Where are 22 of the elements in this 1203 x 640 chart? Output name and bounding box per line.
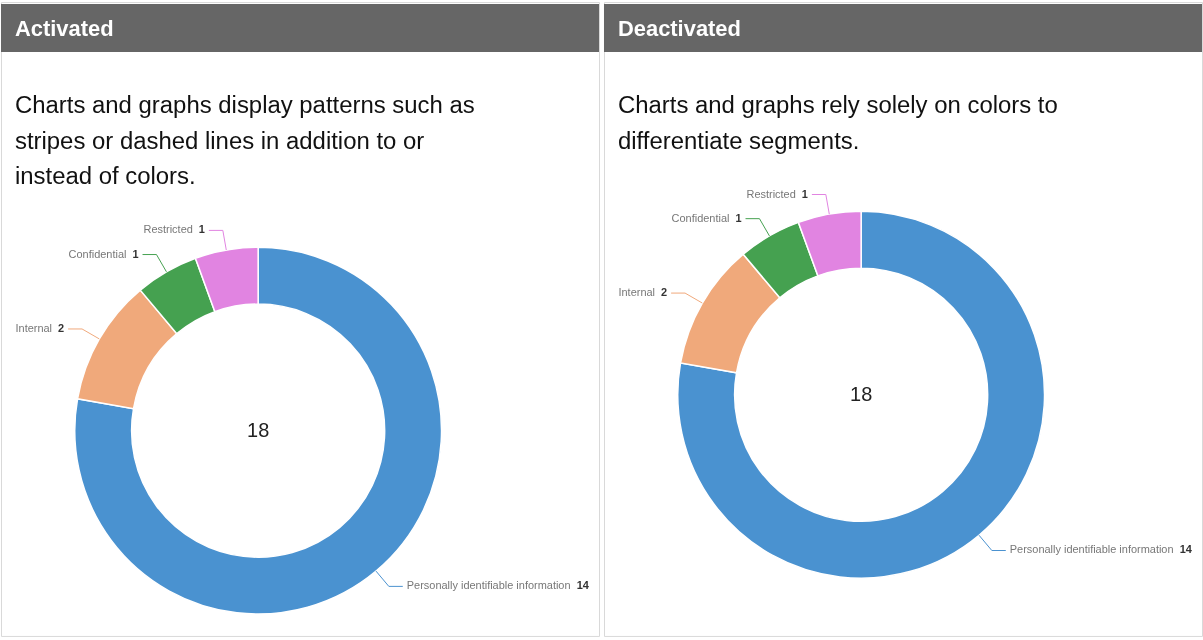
slice-label: Confidential <box>68 247 127 260</box>
data-label: 1 <box>735 211 742 224</box>
slice-label: Confidential <box>671 211 730 224</box>
data-label: 1 <box>801 187 808 200</box>
data-label: 2 <box>661 286 668 299</box>
data-label: 1 <box>198 223 205 236</box>
data-label: 2 <box>58 321 65 334</box>
text: 18 <box>850 382 873 405</box>
chart-title: Activated <box>14 15 114 41</box>
slice-label: Personally identifiable information <box>1009 543 1174 556</box>
slice-label: Internal <box>15 321 53 334</box>
slice-label: Personally identifiable information <box>406 579 571 592</box>
data-label: 1 <box>132 247 139 260</box>
slice-label: Internal <box>618 286 656 299</box>
chart-title: Deactivated <box>617 15 741 41</box>
slice-label: Restricted <box>746 187 796 200</box>
text: 18 <box>247 418 270 441</box>
data-label: 14 <box>576 579 590 592</box>
data-label: 14 <box>1179 543 1193 556</box>
chart-subtitle: Charts and graphs display patterns such as stripes or dashed lines in addition to or instead of colors. <box>14 90 475 190</box>
slice-label: Restricted <box>143 223 193 236</box>
chart-subtitle: Charts and graphs rely solely on colors to differentiate segments. <box>617 90 1058 154</box>
